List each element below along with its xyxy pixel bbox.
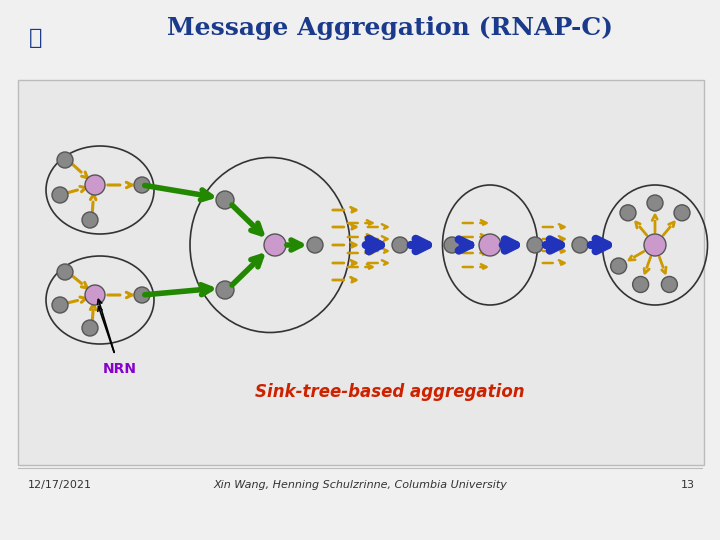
FancyBboxPatch shape xyxy=(18,80,704,465)
Circle shape xyxy=(82,320,98,336)
Circle shape xyxy=(85,175,105,195)
Circle shape xyxy=(85,285,105,305)
Circle shape xyxy=(307,237,323,253)
Circle shape xyxy=(647,195,663,211)
Circle shape xyxy=(57,264,73,280)
Circle shape xyxy=(82,212,98,228)
Circle shape xyxy=(674,205,690,221)
Text: Message Aggregation (RNAP-C): Message Aggregation (RNAP-C) xyxy=(167,16,613,40)
Circle shape xyxy=(264,234,286,256)
Circle shape xyxy=(527,237,543,253)
Circle shape xyxy=(644,234,666,256)
Circle shape xyxy=(52,297,68,313)
Circle shape xyxy=(479,234,501,256)
Circle shape xyxy=(572,237,588,253)
Circle shape xyxy=(611,258,626,274)
Circle shape xyxy=(216,191,234,209)
Circle shape xyxy=(52,187,68,203)
Circle shape xyxy=(633,276,649,293)
Circle shape xyxy=(620,205,636,221)
Text: 12/17/2021: 12/17/2021 xyxy=(28,480,92,490)
Text: Xin Wang, Henning Schulzrinne, Columbia University: Xin Wang, Henning Schulzrinne, Columbia … xyxy=(213,480,507,490)
Circle shape xyxy=(134,177,150,193)
Circle shape xyxy=(134,287,150,303)
Text: 13: 13 xyxy=(681,480,695,490)
Circle shape xyxy=(662,276,678,293)
Text: ⛪: ⛪ xyxy=(30,28,42,48)
Circle shape xyxy=(392,237,408,253)
Circle shape xyxy=(444,237,460,253)
Text: NRN: NRN xyxy=(103,362,137,376)
Text: Sink-tree-based aggregation: Sink-tree-based aggregation xyxy=(255,383,525,401)
Circle shape xyxy=(57,152,73,168)
Circle shape xyxy=(216,281,234,299)
